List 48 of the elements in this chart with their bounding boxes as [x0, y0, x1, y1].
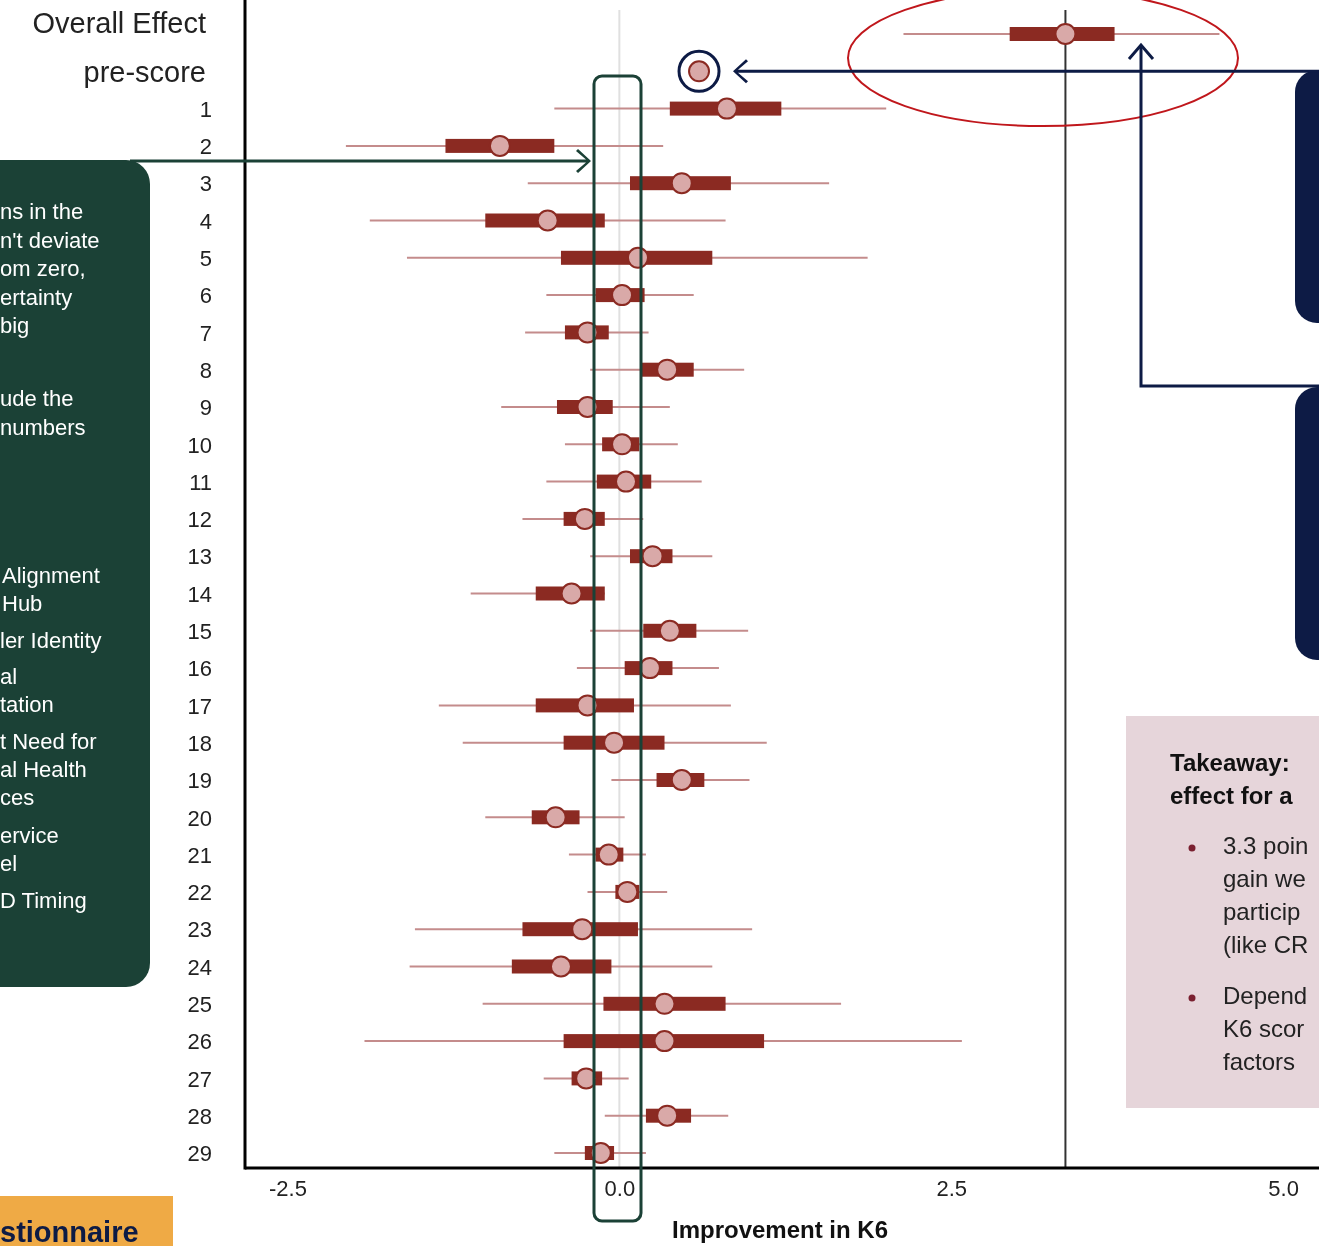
y-tick-label: 10	[187, 432, 212, 458]
y-tick-label: 13	[187, 544, 212, 570]
y-tick-label: 21	[187, 842, 212, 868]
text: stionnaire	[0, 1215, 139, 1246]
y-tick-label: 11	[189, 469, 212, 495]
text: Alignment Hub	[2, 562, 100, 616]
annotation: 3.3 poin gain we particip (like CR	[1223, 832, 1309, 959]
annotation: Depend K6 scor factors	[1223, 982, 1308, 1076]
x-tick-label: -2.5	[269, 1175, 307, 1201]
y-tick-label: 29	[187, 1141, 212, 1167]
y-tick-label: 28	[187, 1103, 212, 1129]
y-tick-label: 1	[199, 96, 212, 122]
y-tick-label: 24	[187, 954, 212, 980]
y-tick-label: 27	[187, 1066, 212, 1092]
y-tick-label: 3	[199, 171, 212, 197]
text: ude the numbers	[0, 385, 86, 440]
y-tick-label: 14	[187, 581, 212, 607]
y-tick-label: 19	[187, 768, 212, 794]
text: al tation	[0, 663, 54, 717]
y-tick-label: 20	[187, 805, 212, 831]
y-tick-label: 6	[199, 283, 212, 309]
y-tick-label: 12	[187, 507, 212, 533]
y-tick-label: 26	[187, 1029, 212, 1055]
y-tick-label: 18	[187, 730, 212, 756]
y-tick-label: 5	[199, 246, 212, 271]
y-tick-label: pre-score	[83, 55, 206, 88]
y-tick-label: 15	[187, 619, 212, 644]
y-tick-label: 9	[199, 395, 212, 421]
text: D Timing	[0, 887, 87, 913]
annotation: Takeaway: effect for a	[1170, 749, 1294, 810]
x-tick-label: 2.5	[936, 1175, 968, 1201]
y-tick-label: 2	[199, 134, 212, 160]
x-tick-label: 5.0	[1268, 1175, 1299, 1201]
y-tick-label: 4	[199, 208, 212, 234]
y-tick-label: 22	[187, 880, 212, 906]
y-tick-label: 23	[187, 917, 212, 943]
text: ler Identity	[0, 627, 102, 653]
y-tick-label: 7	[199, 320, 212, 346]
x-axis-title: Improvement in K6	[671, 1216, 889, 1243]
y-tick-label: 25	[187, 992, 212, 1017]
text: ns in the n't deviate om zero, ertainty big	[0, 198, 100, 338]
y-tick-label: 8	[199, 357, 212, 383]
y-tick-label: 17	[187, 693, 212, 719]
text: t Need for al Health ces	[0, 728, 97, 810]
y-tick-label: 16	[187, 656, 212, 682]
text: ervice el	[0, 822, 59, 876]
y-tick-label: Overall Effect	[32, 7, 206, 40]
x-tick-label: 0.0	[604, 1175, 636, 1201]
